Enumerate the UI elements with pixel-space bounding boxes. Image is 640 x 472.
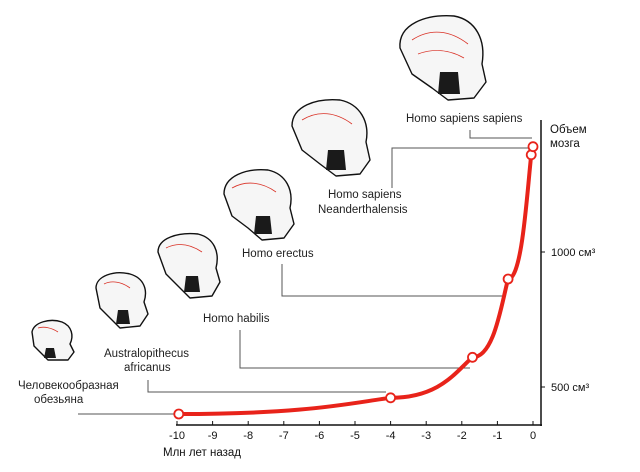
leader-austr	[147, 380, 386, 393]
x-axis-ticks: -10 -9 -8 -7 -6 -5 -4 -3 -2 -1 0	[169, 421, 536, 442]
x-tick-label: -10	[169, 430, 185, 442]
erectus-skull-icon	[223, 169, 295, 241]
neanderthal-skull-icon	[291, 99, 371, 177]
x-tick-label: -7	[279, 430, 289, 442]
x-tick-label: -9	[208, 430, 218, 442]
australopithecus-skull-icon	[95, 272, 149, 329]
label-austr-line1: Australopithecus	[104, 348, 189, 360]
x-tick-label: -4	[386, 430, 396, 442]
data-point	[173, 408, 185, 420]
x-axis-label: Млн лет назад	[163, 447, 241, 459]
x-tick-label: -5	[350, 430, 360, 442]
x-tick-label: -6	[315, 430, 325, 442]
label-habilis: Homo habilis	[203, 313, 270, 325]
leader-neander	[391, 147, 530, 188]
sapiens-skull-icon	[399, 15, 487, 101]
label-neander-line2: Neanderthalensis	[318, 204, 408, 216]
leader-sapiens	[469, 130, 532, 139]
x-tick-label: -3	[421, 430, 431, 442]
y-tick-label: 500 см³	[551, 382, 589, 394]
leader-erectus	[281, 264, 506, 297]
y-axis-ticks: 500 см³ 1000 см³	[541, 247, 596, 394]
ape-skull-icon	[31, 319, 75, 361]
x-tick-label: -2	[457, 430, 467, 442]
habilis-skull-icon	[157, 232, 221, 299]
data-point	[467, 351, 478, 363]
y-axis-label-line2: мозга	[550, 138, 580, 150]
y-axis-label-line1: Объем	[550, 124, 587, 136]
x-tick-label: -1	[493, 430, 503, 442]
data-point	[502, 273, 514, 285]
data-point	[527, 141, 539, 153]
leader-habilis	[239, 330, 470, 369]
label-ape-line2: обезьяна	[34, 394, 84, 406]
data-point	[385, 392, 397, 404]
label-ape-line1: Человекообразная	[18, 380, 119, 392]
label-austr-line2: africanus	[124, 362, 171, 374]
label-erectus: Homo erectus	[242, 248, 314, 260]
x-tick-label: 0	[530, 430, 536, 442]
x-tick-label: -8	[243, 430, 253, 442]
y-tick-label: 1000 см³	[551, 247, 596, 259]
label-neander-line1: Homo sapiens	[328, 189, 402, 201]
data-points	[173, 141, 539, 420]
label-sapiens: Homo sapiens sapiens	[406, 113, 523, 125]
